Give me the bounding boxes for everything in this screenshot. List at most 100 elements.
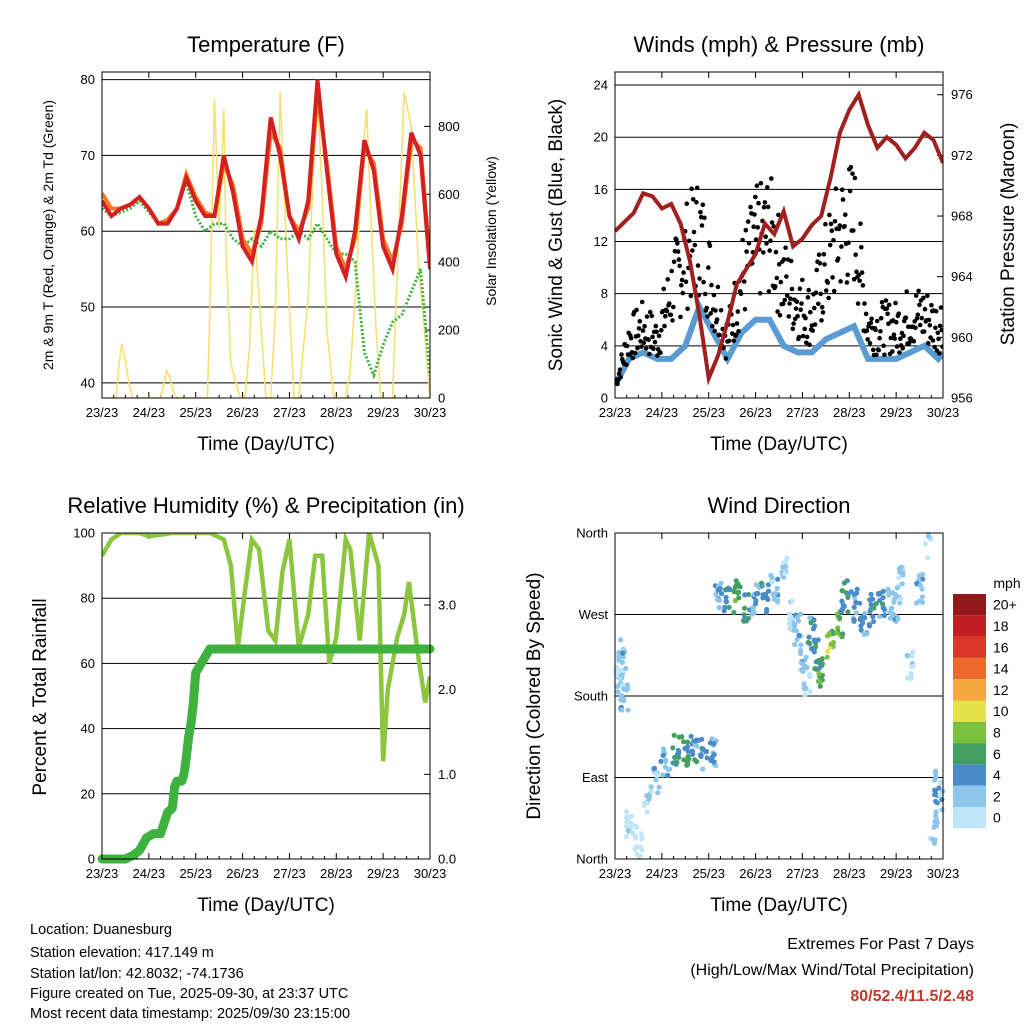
direction-point <box>673 759 679 766</box>
x-tick-label: 27/23 <box>273 866 306 881</box>
direction-point <box>618 637 624 643</box>
direction-point <box>804 664 810 670</box>
gust-point <box>755 225 760 230</box>
y-tick-label: 40 <box>81 375 95 390</box>
y2-tick-label: 956 <box>951 391 973 406</box>
gust-point <box>777 313 783 318</box>
gust-point <box>681 270 686 275</box>
series-gust <box>615 164 943 387</box>
gust-point <box>830 275 835 280</box>
gust-point <box>618 375 623 380</box>
direction-point <box>624 682 631 688</box>
gust-point <box>932 344 937 350</box>
gust-point <box>864 328 870 333</box>
direction-point <box>774 585 780 592</box>
y-tick-label: North <box>576 852 608 867</box>
direction-point <box>758 580 765 586</box>
gust-point <box>702 215 707 221</box>
x-tick-label: 28/23 <box>833 866 866 881</box>
direction-point <box>648 788 654 795</box>
direction-point <box>794 637 800 643</box>
gust-point <box>662 323 667 329</box>
x-axis-label: Time (Day/UTC) <box>710 434 848 455</box>
gust-point <box>831 237 836 243</box>
y2-tick-label: 968 <box>951 209 973 224</box>
series-temp-2m <box>102 79 430 284</box>
gust-point <box>884 306 890 311</box>
direction-point <box>644 800 650 806</box>
direction-point <box>811 637 817 643</box>
gust-point <box>825 280 831 285</box>
y2-tick-label: 0 <box>438 391 445 406</box>
direction-point <box>755 590 761 597</box>
direction-point <box>700 746 706 753</box>
gust-point <box>619 352 624 357</box>
gust-point <box>917 302 922 308</box>
y-tick-label: 8 <box>601 286 608 301</box>
gust-point <box>822 262 827 267</box>
direction-point <box>681 739 687 745</box>
gust-point <box>788 296 793 302</box>
gust-point <box>819 305 825 310</box>
gust-point <box>783 245 788 250</box>
y-axis-label: 2m & 9m T (Red, Orange) & 2m Td (Green) <box>40 100 56 370</box>
gust-point <box>723 356 729 361</box>
direction-point <box>670 745 676 751</box>
gust-point <box>925 293 930 299</box>
gust-point <box>736 329 741 334</box>
gust-point <box>839 187 845 192</box>
direction-point <box>798 611 804 617</box>
gust-point <box>939 327 943 333</box>
gust-point <box>883 298 889 303</box>
direction-point <box>857 600 863 606</box>
gust-point <box>738 291 744 297</box>
gust-point <box>708 311 713 316</box>
gust-point <box>718 308 724 313</box>
direction-point <box>817 679 823 685</box>
direction-point <box>797 647 804 654</box>
direction-point <box>868 601 874 608</box>
direction-point <box>619 659 626 666</box>
gust-point <box>848 164 854 170</box>
series-wind-direction <box>613 531 946 859</box>
y-tick-label: 50 <box>81 300 95 315</box>
y-tick-label: 100 <box>73 526 95 541</box>
x-tick-label: 30/23 <box>927 405 960 420</box>
direction-point <box>890 612 896 618</box>
gust-point <box>833 186 839 191</box>
direction-point <box>803 654 809 660</box>
gust-point <box>794 299 800 305</box>
humidity-precip-panel: Relative Humidity (%) & Precipitation (i… <box>30 493 465 916</box>
colorbar-swatch <box>953 679 986 701</box>
direction-point <box>746 607 753 613</box>
gust-point <box>823 288 829 293</box>
info-recent: Most recent data timestamp: 2025/09/30 2… <box>30 1006 351 1022</box>
gust-point <box>804 334 810 340</box>
direction-point <box>638 831 645 837</box>
gust-point <box>667 301 672 306</box>
direction-point <box>937 792 943 798</box>
gust-point <box>700 202 706 208</box>
direction-point <box>753 582 760 588</box>
gust-point <box>845 272 850 278</box>
x-tick-label: 25/23 <box>692 866 725 881</box>
gust-point <box>624 362 629 368</box>
gust-point <box>877 335 882 341</box>
gust-point <box>903 315 909 321</box>
gust-point <box>735 309 741 314</box>
direction-point <box>805 639 811 646</box>
gust-point <box>843 212 848 217</box>
gust-point <box>868 320 874 326</box>
direction-point <box>838 609 844 615</box>
direction-point <box>811 647 817 654</box>
y-axis-label: Percent & Total Rainfall <box>30 598 51 795</box>
direction-point <box>660 752 666 759</box>
direction-point <box>772 590 778 596</box>
gust-point <box>769 176 774 181</box>
direction-point <box>742 615 748 622</box>
direction-point <box>932 777 938 783</box>
gust-point <box>699 223 705 228</box>
direction-point <box>899 581 905 587</box>
colorbar-label: 6 <box>993 746 1001 762</box>
gust-point <box>753 237 759 242</box>
